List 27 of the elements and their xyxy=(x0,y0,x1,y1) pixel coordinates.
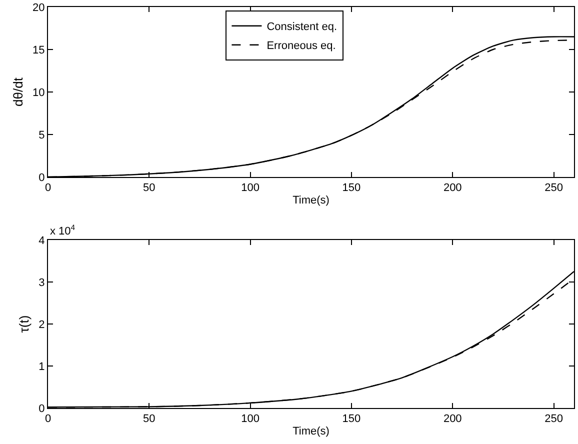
y-axis-title: dθ/dt xyxy=(10,77,26,106)
x-tick-label: 200 xyxy=(443,182,462,194)
x-tick-label: 100 xyxy=(241,182,260,194)
legend-label: Consistent eq. xyxy=(266,21,338,34)
y-tick-label: 1 xyxy=(38,360,45,373)
y-tick-label: 10 xyxy=(32,86,45,99)
y-tick-label: 3 xyxy=(38,276,45,289)
y-tick-label: 0 xyxy=(38,172,45,184)
x-tick-label: 250 xyxy=(544,182,563,194)
x-tick-label: 150 xyxy=(342,182,361,194)
text: x 10$^{4}$ xyxy=(50,223,76,238)
y-tick-label: 20 xyxy=(32,2,45,14)
y-tick-label: 2 xyxy=(38,318,45,331)
y-axis-title: τ(t) xyxy=(16,315,32,333)
y-tick-label: 5 xyxy=(38,129,45,142)
x-axis-title: Time(s) xyxy=(292,194,330,206)
y-tick-label: 15 xyxy=(32,44,45,56)
y-tick-label: 0 xyxy=(38,402,45,415)
x-tick-label: 150 xyxy=(342,413,361,426)
x-tick-label: 250 xyxy=(544,413,563,426)
y-tick-label: 4 xyxy=(38,234,45,247)
x-axis-title: Time(s) xyxy=(292,425,330,438)
x-tick-label: 100 xyxy=(241,413,260,426)
legend-label: Erroneous eq. xyxy=(266,40,336,52)
x-tick-label: 50 xyxy=(143,182,156,194)
x-tick-label: 200 xyxy=(443,413,462,426)
x-tick-label: 50 xyxy=(143,413,156,426)
